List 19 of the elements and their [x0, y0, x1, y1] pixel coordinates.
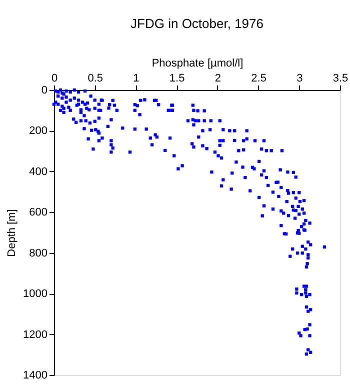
- y-tick-label: 1200: [23, 328, 48, 341]
- x-tick-label: 0: [51, 72, 58, 84]
- y-tick-label: 1400: [23, 370, 48, 382]
- y-tick-label: 600: [29, 206, 48, 219]
- x-axis-title: Phosphate [µmol/l]: [152, 58, 244, 70]
- y-axis-title: Depth [m]: [6, 209, 18, 257]
- y-tick-label: 400: [29, 166, 48, 178]
- y-tick-label: 800: [29, 247, 48, 260]
- y-tick-label: 200: [29, 125, 48, 138]
- x-tick-label: 1.5: [169, 72, 185, 84]
- x-tick-label: 1: [133, 72, 140, 84]
- y-tick-label: 1000: [23, 288, 48, 300]
- y-tick-label: 0: [41, 84, 48, 96]
- x-tick-label: 3: [296, 72, 303, 84]
- x-tick-label: 0.5: [88, 72, 104, 84]
- chart-title: JFDG in October, 1976: [130, 16, 264, 31]
- x-tick-label: 3.5: [332, 72, 348, 84]
- x-tick-label: 2.5: [251, 72, 266, 84]
- x-tick-label: 2: [214, 72, 221, 84]
